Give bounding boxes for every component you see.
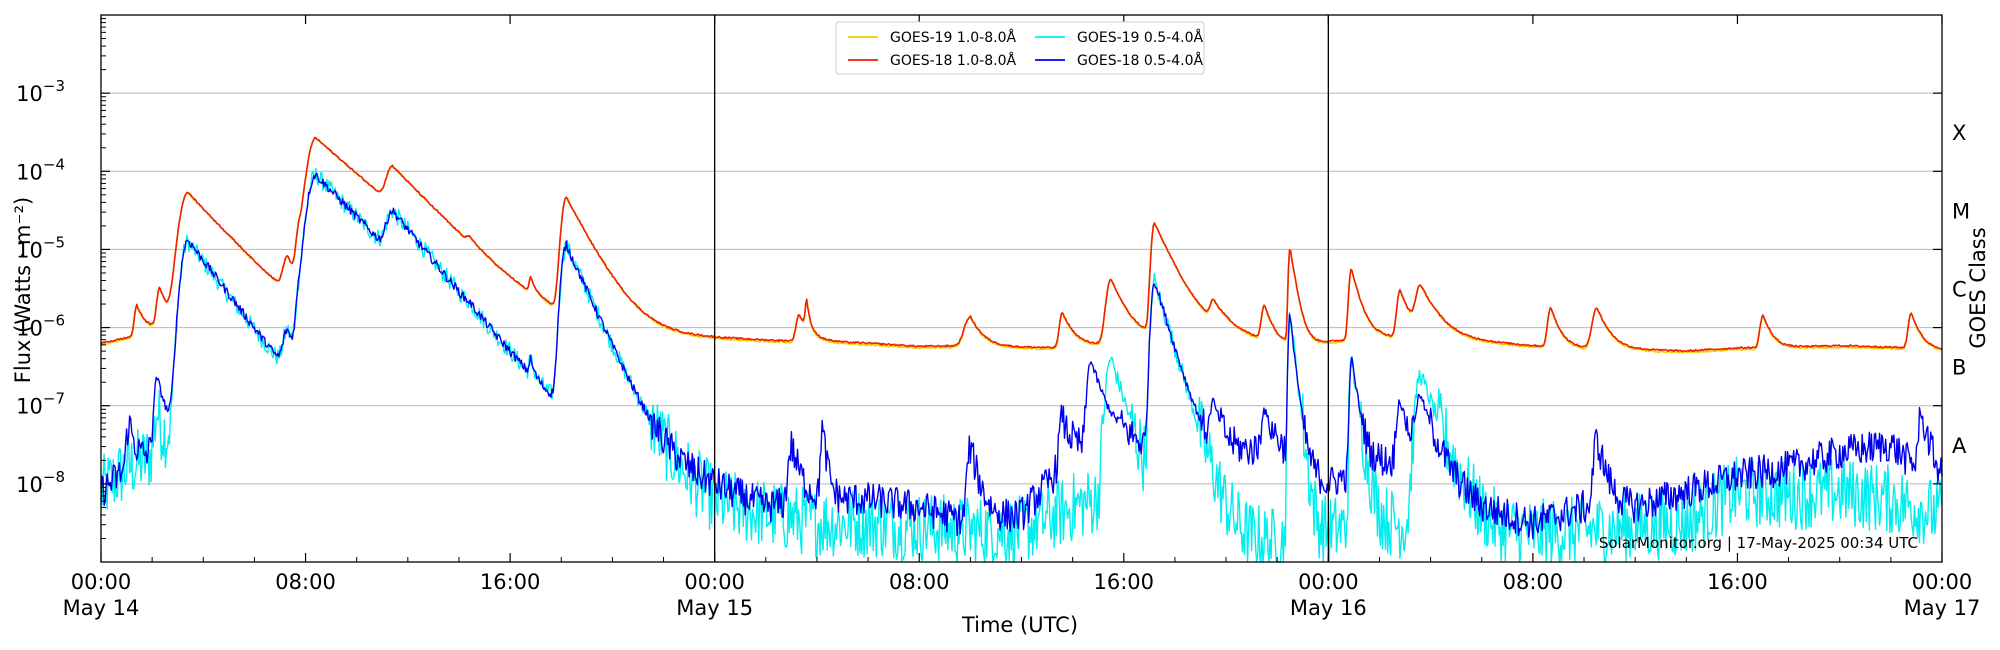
day-boundaries [714, 15, 1329, 562]
y-tick-label-exponent: −5 [43, 233, 65, 251]
x-tick-time-label: 16:00 [1094, 570, 1155, 594]
y-tick-label-exponent: −8 [43, 468, 65, 486]
y-tick-label-exponent: −3 [43, 77, 65, 95]
plot-frame [100, 14, 1943, 563]
legend-label: GOES-19 0.5-4.0Å [1077, 29, 1203, 46]
y-axis-title: Flux (Watts · m⁻²) [11, 197, 35, 383]
y-tick-label: 10−7 [16, 390, 65, 419]
legend-label: GOES-18 1.0-8.0Å [890, 52, 1016, 69]
series-line-3 [100, 167, 1943, 563]
x-axis-title: Time (UTC) [961, 613, 1078, 637]
legend-box [835, 21, 1205, 75]
x-tick-time-label: 00:00 [684, 570, 745, 594]
goes-class-label: C [1952, 278, 1967, 302]
goes-class-axis-title: GOES Class [1966, 227, 1990, 348]
series-lines [100, 136, 1943, 563]
series-line-4 [100, 172, 1943, 540]
x-tick-time-label: 00:00 [71, 570, 132, 594]
y-tick-label-base: 10 [16, 395, 43, 419]
y-tick-label: 10−8 [16, 468, 65, 497]
x-tick-time-label: 08:00 [1503, 570, 1564, 594]
x-tick-time-label: 16:00 [1707, 570, 1768, 594]
series-line-2 [100, 136, 1943, 353]
legend-label: GOES-18 0.5-4.0Å [1077, 52, 1203, 69]
legend-label: GOES-19 1.0-8.0Å [890, 29, 1016, 46]
y-tick-label-exponent: −7 [43, 390, 65, 408]
goes-class-label: X [1952, 121, 1966, 145]
x-tick-date-label: May 15 [676, 596, 753, 620]
legend: GOES-19 1.0-8.0Å GOES-18 1.0-8.0Å GOES-19 … [835, 21, 1205, 75]
x-tick-time-label: 16:00 [480, 570, 541, 594]
y-tick-label: 10−6 [16, 312, 65, 341]
x-tick-time-label: 08:00 [275, 570, 336, 594]
x-tick-date-label: May 16 [1290, 596, 1367, 620]
y-tick-label: 10−3 [16, 77, 65, 106]
y-tick-label-exponent: −4 [43, 155, 65, 173]
credit-text: SolarMonitor.org | 17-May-2025 00:34 UTC [1599, 534, 1918, 552]
goes-class-label: A [1952, 434, 1967, 458]
x-tick-date-label: May 14 [63, 596, 140, 620]
x-tick-time-label: 08:00 [889, 570, 950, 594]
y-tick-label-base: 10 [16, 473, 43, 497]
y-tick-label: 10−4 [16, 155, 65, 184]
y-tick-label: 10−5 [16, 233, 65, 262]
gridlines [101, 92, 1942, 485]
y-tick-label-base: 10 [16, 238, 43, 262]
y-tick-label-exponent: −6 [43, 312, 65, 330]
x-tick-date-label: May 17 [1904, 596, 1981, 620]
goes-class-label: M [1952, 199, 1970, 223]
y-tick-label-base: 10 [16, 82, 43, 106]
x-tick-time-label: 00:00 [1298, 570, 1359, 594]
y-tick-label-base: 10 [16, 160, 43, 184]
y-tick-label-base: 10 [16, 317, 43, 341]
series-line-1 [100, 136, 1943, 354]
y-axis-title-text: Flux (Watts · m⁻²) [11, 197, 35, 383]
x-tick-time-label: 00:00 [1912, 570, 1973, 594]
goes-class-label: B [1952, 356, 1966, 380]
